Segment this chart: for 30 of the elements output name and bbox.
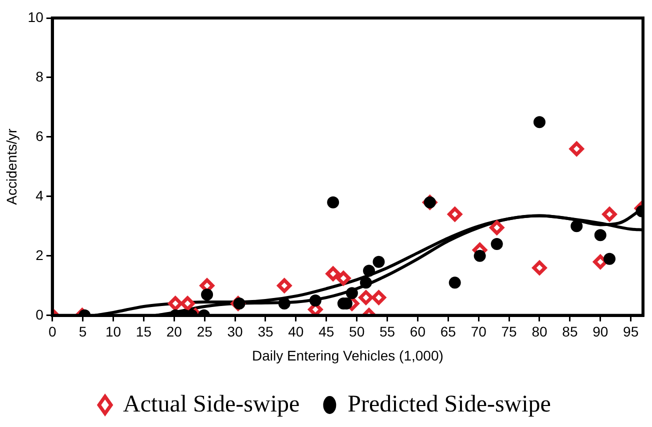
x-tick-label: 80 <box>532 324 548 340</box>
y-tick-label: 10 <box>28 8 44 25</box>
x-tick-label: 70 <box>470 324 487 340</box>
x-tick-label: 15 <box>136 324 152 340</box>
x-tick-label: 10 <box>105 324 122 340</box>
x-tick-label: 35 <box>258 324 274 340</box>
x-tick-label: 75 <box>501 324 518 340</box>
x-tick-label: 45 <box>318 324 334 340</box>
y-axis-title: Accidents/yr <box>3 128 20 205</box>
x-axis-title: Daily Entering Vehicles (1,000) <box>252 347 444 364</box>
x-tick-label: 5 <box>78 324 87 340</box>
y-tick-label: 2 <box>36 246 44 263</box>
x-tick-label: 30 <box>227 324 244 340</box>
x-tick-label: 20 <box>166 324 182 340</box>
x-tick-label: 0 <box>48 324 56 340</box>
x-tick-label: 90 <box>592 324 608 340</box>
legend-label: Actual Side-swipe <box>123 391 300 418</box>
x-tick-label: 65 <box>440 324 456 340</box>
x-tick-label: 95 <box>623 324 639 340</box>
x-tick-label: 55 <box>379 324 396 340</box>
x-tick-label: 40 <box>288 324 304 340</box>
x-tick-label: 25 <box>196 324 213 340</box>
x-tick-label: 60 <box>410 324 426 340</box>
x-tick-label: 85 <box>562 324 578 340</box>
y-tick-label: 6 <box>36 128 44 144</box>
x-tick-label: 50 <box>349 324 365 340</box>
y-tick-label: 8 <box>36 68 44 84</box>
legend-label: Predicted Side-swipe <box>348 391 551 418</box>
y-tick-label: 0 <box>36 306 44 322</box>
y-tick-label: 4 <box>36 187 44 204</box>
